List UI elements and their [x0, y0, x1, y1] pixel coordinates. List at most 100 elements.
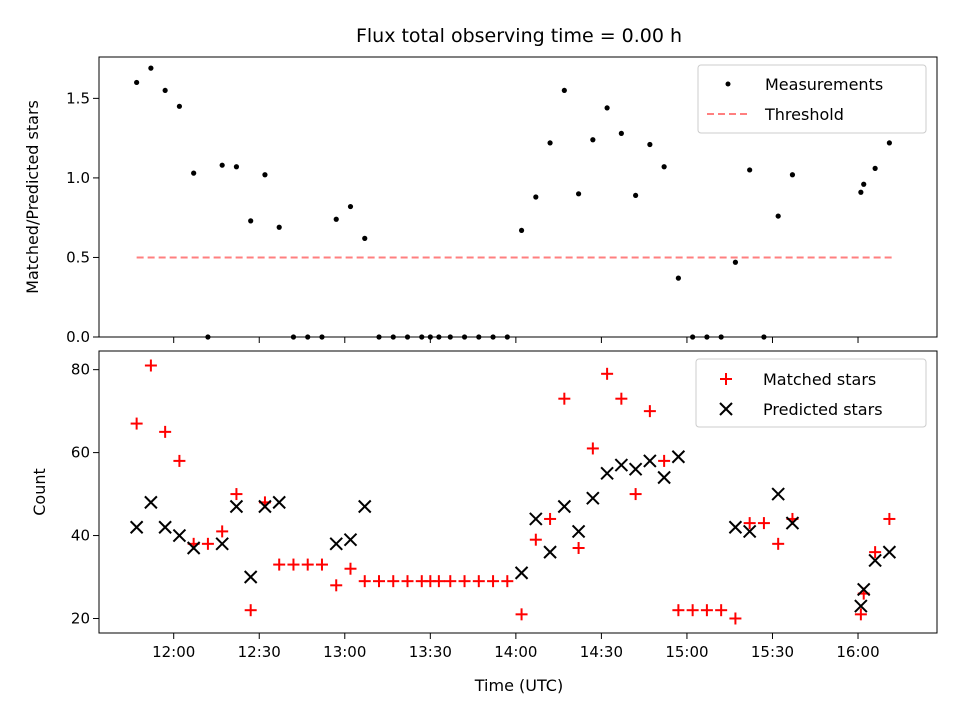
matched-star-point: [344, 562, 357, 575]
top-panel-ratio: 0.0 0.5 1.0 1.5 Matched/Predicted stars Mea…: [23, 56, 938, 346]
predicted-star-point: [857, 582, 871, 597]
measurement-point: [233, 164, 240, 170]
legend-matched-marker: [720, 373, 732, 385]
matched-star-point: [401, 575, 414, 588]
measurement-point: [661, 164, 667, 170]
measurement-point: [675, 275, 681, 281]
y-tick-label: 0.0: [66, 328, 90, 346]
matched-star-point: [315, 558, 328, 571]
matched-star-point: [301, 558, 314, 571]
matched-star-point: [387, 575, 400, 588]
x-tick-label: 13:00: [323, 643, 366, 661]
measurement-point: [219, 162, 225, 168]
matched-star-point: [729, 612, 742, 625]
predicted-star-point: [329, 537, 343, 551]
matched-star-point: [558, 392, 571, 405]
measurement-point: [476, 334, 482, 340]
matched-star-point: [159, 425, 172, 438]
predicted-star-point: [571, 524, 586, 539]
measurement-point: [419, 334, 425, 340]
legend-measurements-marker: [725, 81, 731, 87]
bottom-panel-x-ticks: 12:00 12:30 13:00 13:30 14:00 14:30 15:00 15:30…: [152, 633, 880, 661]
matched-star-point: [686, 604, 699, 617]
matched-star-point: [432, 575, 445, 588]
matched-star-point: [230, 488, 243, 501]
measurement-point: [191, 170, 197, 176]
matched-star-point: [757, 517, 770, 530]
measurement-point: [789, 172, 796, 178]
measurement-point: [518, 227, 525, 234]
measurement-point: [633, 192, 639, 199]
y-tick-label: 60: [71, 444, 90, 462]
chart-title: Flux total observing time = 0.00 h: [356, 25, 682, 47]
y-tick-label: 20: [71, 609, 90, 627]
x-tick-label: 15:00: [665, 643, 708, 661]
measurement-point: [690, 334, 696, 340]
top-y-axis-label: Matched/Predicted stars: [23, 100, 42, 294]
matched-star-point: [743, 517, 756, 530]
predicted-star-point: [868, 553, 882, 568]
measurement-point: [747, 167, 753, 173]
matched-star-point: [372, 575, 385, 588]
predicted-star-point: [628, 462, 643, 476]
measurement-points: [134, 65, 892, 340]
x-tick-label: 13:30: [409, 643, 452, 661]
measurement-point: [775, 213, 781, 219]
matched-star-point: [216, 525, 229, 538]
measurement-point: [858, 189, 864, 195]
measurement-point: [547, 140, 553, 146]
predicted-star-point: [186, 541, 201, 555]
predicted-star-point: [671, 450, 686, 464]
measurement-point: [604, 105, 610, 111]
measurement-point: [436, 334, 442, 340]
x-tick-label: 15:30: [751, 643, 794, 661]
measurement-point: [718, 334, 724, 340]
bottom-y-axis-label: Count: [30, 468, 49, 516]
predicted-star-point: [514, 566, 529, 580]
matched-star-point: [144, 359, 157, 372]
matched-star-point: [529, 533, 542, 546]
measurement-point: [390, 334, 396, 340]
matched-star-point: [700, 604, 713, 617]
predicted-star-point: [272, 495, 286, 510]
legend-predicted-label: Predicted stars: [763, 400, 883, 419]
predicted-star-point: [358, 499, 372, 514]
measurement-point: [319, 334, 325, 340]
measurement-point: [248, 218, 254, 224]
predicted-star-point: [129, 520, 144, 534]
predicted-star-points: [129, 450, 897, 613]
predicted-star-point: [543, 545, 557, 559]
y-tick-label: 40: [71, 527, 90, 545]
predicted-star-point: [771, 487, 785, 501]
matched-star-point: [586, 442, 599, 455]
x-tick-label: 12:30: [238, 643, 281, 661]
predicted-star-point: [882, 545, 897, 559]
bottom-legend-box: [695, 358, 927, 428]
measurement-point: [861, 181, 867, 187]
matched-star-point: [472, 575, 485, 588]
bottom-panel-y-ticks: 20 40 60 80: [71, 361, 99, 627]
measurement-point: [704, 334, 710, 340]
measurement-point: [262, 172, 268, 178]
matched-star-point: [487, 575, 500, 588]
matched-star-point: [869, 546, 882, 559]
measurement-point: [461, 334, 468, 340]
predicted-star-point: [854, 599, 868, 613]
measurement-point: [404, 334, 411, 340]
matched-star-point: [244, 604, 257, 617]
matched-star-point: [515, 608, 528, 621]
bottom-legend: Matched stars Predicted stars: [695, 358, 927, 428]
matched-star-point: [672, 604, 685, 617]
predicted-star-point: [643, 454, 657, 468]
predicted-star-point: [742, 524, 757, 539]
bottom-panel-frame: [98, 350, 938, 634]
measurement-point: [305, 334, 311, 340]
legend-predicted-marker: [719, 402, 733, 416]
y-tick-label: 0.5: [66, 248, 90, 266]
predicted-star-point: [657, 470, 671, 485]
predicted-star-point: [144, 495, 158, 510]
x-tick-label: 12:00: [152, 643, 195, 661]
matched-star-point: [572, 541, 585, 554]
